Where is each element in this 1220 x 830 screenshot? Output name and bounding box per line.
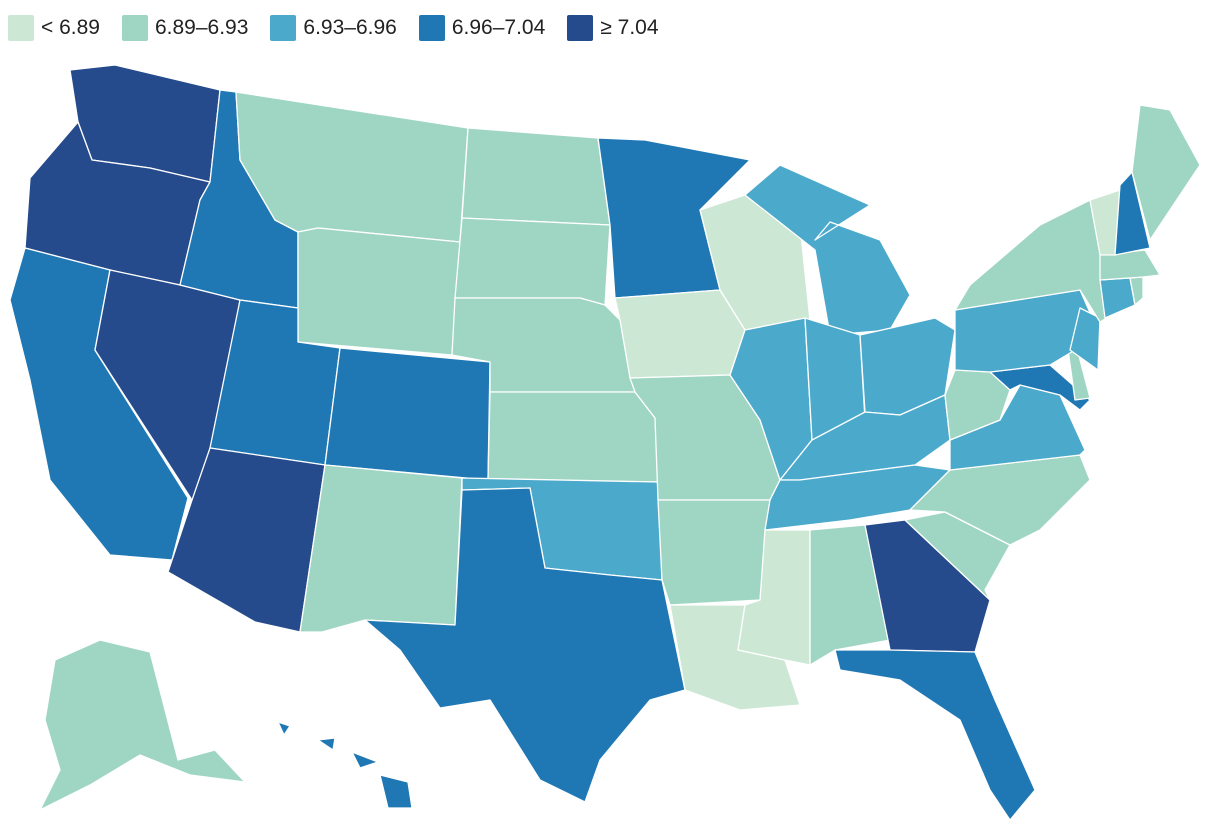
state-SD[interactable] [454,217,611,306]
state-AR[interactable] [657,499,771,606]
state-TX[interactable] [364,487,686,803]
legend-swatch [418,15,445,41]
legend-item: 6.89–6.93 [121,15,249,41]
state-CO[interactable] [324,347,491,481]
legend-swatch [270,15,297,41]
legend-label: 6.89–6.93 [154,16,249,39]
state-MD[interactable] [989,364,1091,411]
legend-label: 6.93–6.96 [303,16,397,39]
legend: < 6.89 6.89–6.93 6.93–6.96 6.96–7.04 ≥ 7… [8,10,681,46]
legend-item: 6.96–7.04 [418,15,546,41]
legend-swatch [8,15,34,41]
state-ME[interactable] [1131,104,1201,241]
legend-item: < 6.89 [8,15,100,41]
state-CT[interactable] [1099,277,1136,319]
state-NM[interactable] [299,464,463,633]
state-VA[interactable] [949,384,1086,471]
state-FL[interactable] [834,649,1036,821]
legend-label: 6.96–7.04 [451,16,546,39]
legend-swatch [121,15,148,41]
state-MI[interactable] [744,164,911,336]
state-SC[interactable] [904,511,1011,601]
legend-item: ≥ 7.04 [567,15,659,41]
state-ND[interactable] [461,127,611,226]
state-AK[interactable] [39,639,246,811]
state-GA[interactable] [864,519,991,653]
legend-label: ≥ 7.04 [600,16,659,39]
legend-label: < 6.89 [41,16,100,39]
state-WY[interactable] [297,227,461,356]
legend-swatch [567,15,594,41]
state-HI[interactable] [277,721,413,809]
state-KS[interactable] [487,391,659,483]
state-NJ[interactable] [1069,307,1101,371]
legend-item: 6.93–6.96 [270,15,397,41]
state-IA[interactable] [614,289,746,379]
state-AL[interactable] [809,524,891,666]
state-NH[interactable] [1114,171,1151,256]
